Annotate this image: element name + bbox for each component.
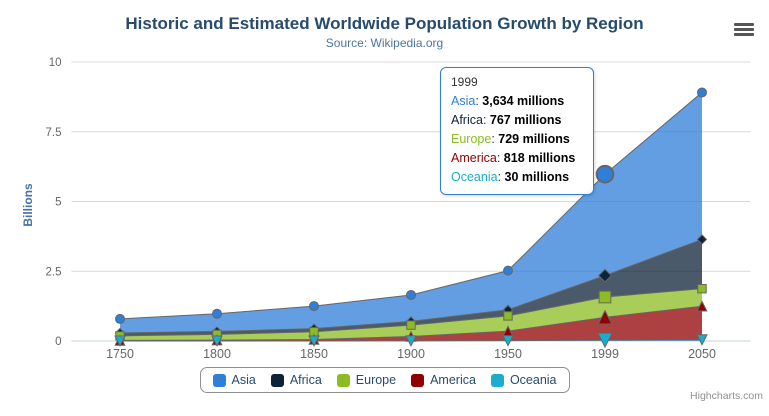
legend-item-europe[interactable]: Europe [336, 373, 397, 387]
data-point-marker[interactable] [597, 309, 613, 325]
data-point-marker[interactable] [503, 311, 513, 321]
export-menu-button[interactable] [732, 20, 756, 40]
legend-item-asia[interactable]: Asia [212, 373, 256, 387]
legend-label: Asia [231, 373, 256, 387]
data-point-marker[interactable] [406, 289, 416, 300]
series-color-swatch [270, 373, 284, 387]
series-color-swatch [411, 373, 425, 387]
hamburger-icon [734, 32, 754, 36]
data-point-marker[interactable] [696, 300, 708, 312]
data-point-marker[interactable] [697, 87, 707, 98]
series-color-swatch [212, 373, 226, 387]
data-point-marker[interactable] [309, 301, 319, 312]
legend-label: Africa [289, 373, 322, 387]
data-point-marker[interactable] [696, 334, 708, 346]
hamburger-icon [734, 27, 754, 31]
credits-link[interactable]: Highcharts.com [690, 390, 763, 402]
y-axis-label: 0 [55, 336, 61, 348]
x-axis-label: 1850 [300, 347, 328, 361]
data-point-marker[interactable] [597, 268, 613, 283]
data-point-marker[interactable] [406, 320, 416, 330]
y-axis-label: 2.5 [46, 266, 62, 278]
legend-label: America [430, 373, 476, 387]
x-axis-label: 1950 [494, 347, 522, 361]
legend-item-africa[interactable]: Africa [270, 373, 322, 387]
chart-title: Historic and Estimated Worldwide Populat… [125, 14, 644, 33]
data-point-marker[interactable] [595, 164, 615, 184]
data-point-marker[interactable] [212, 308, 222, 319]
x-axis-label: 1999 [591, 347, 619, 361]
data-point-marker[interactable] [308, 335, 320, 348]
data-point-marker[interactable] [502, 335, 514, 347]
x-axis-label: 1900 [397, 347, 425, 361]
series-color-swatch [490, 373, 504, 387]
area-america[interactable] [120, 306, 702, 341]
data-point-marker[interactable] [697, 283, 707, 294]
hamburger-icon [734, 22, 754, 26]
area-asia[interactable] [120, 92, 702, 333]
area-africa[interactable] [120, 239, 702, 336]
data-point-marker[interactable] [597, 332, 613, 349]
y-axis-label: 10 [49, 57, 62, 69]
data-point-marker[interactable] [115, 313, 125, 324]
x-axis-label: 2050 [688, 347, 716, 361]
data-point-marker[interactable] [114, 335, 126, 348]
legend-label: Oceania [509, 373, 557, 387]
data-point-marker[interactable] [503, 265, 513, 276]
data-point-marker[interactable] [696, 234, 708, 245]
y-axis-label: 5 [55, 197, 61, 209]
data-point-marker[interactable] [211, 335, 223, 348]
legend-label: Europe [355, 373, 397, 387]
x-axis-label: 1800 [203, 347, 231, 361]
series-color-swatch [336, 373, 350, 387]
data-point-marker[interactable] [405, 335, 417, 347]
y-axis-label: 7.5 [46, 127, 62, 139]
legend: Asia Africa Europe America Oceania [199, 367, 570, 393]
legend-item-america[interactable]: America [411, 373, 476, 387]
legend-item-oceania[interactable]: Oceania [490, 373, 557, 387]
chart-subtitle: Source: Wikipedia.org [325, 36, 444, 50]
data-point-marker[interactable] [598, 290, 612, 304]
x-axis-label: 1750 [106, 347, 134, 361]
